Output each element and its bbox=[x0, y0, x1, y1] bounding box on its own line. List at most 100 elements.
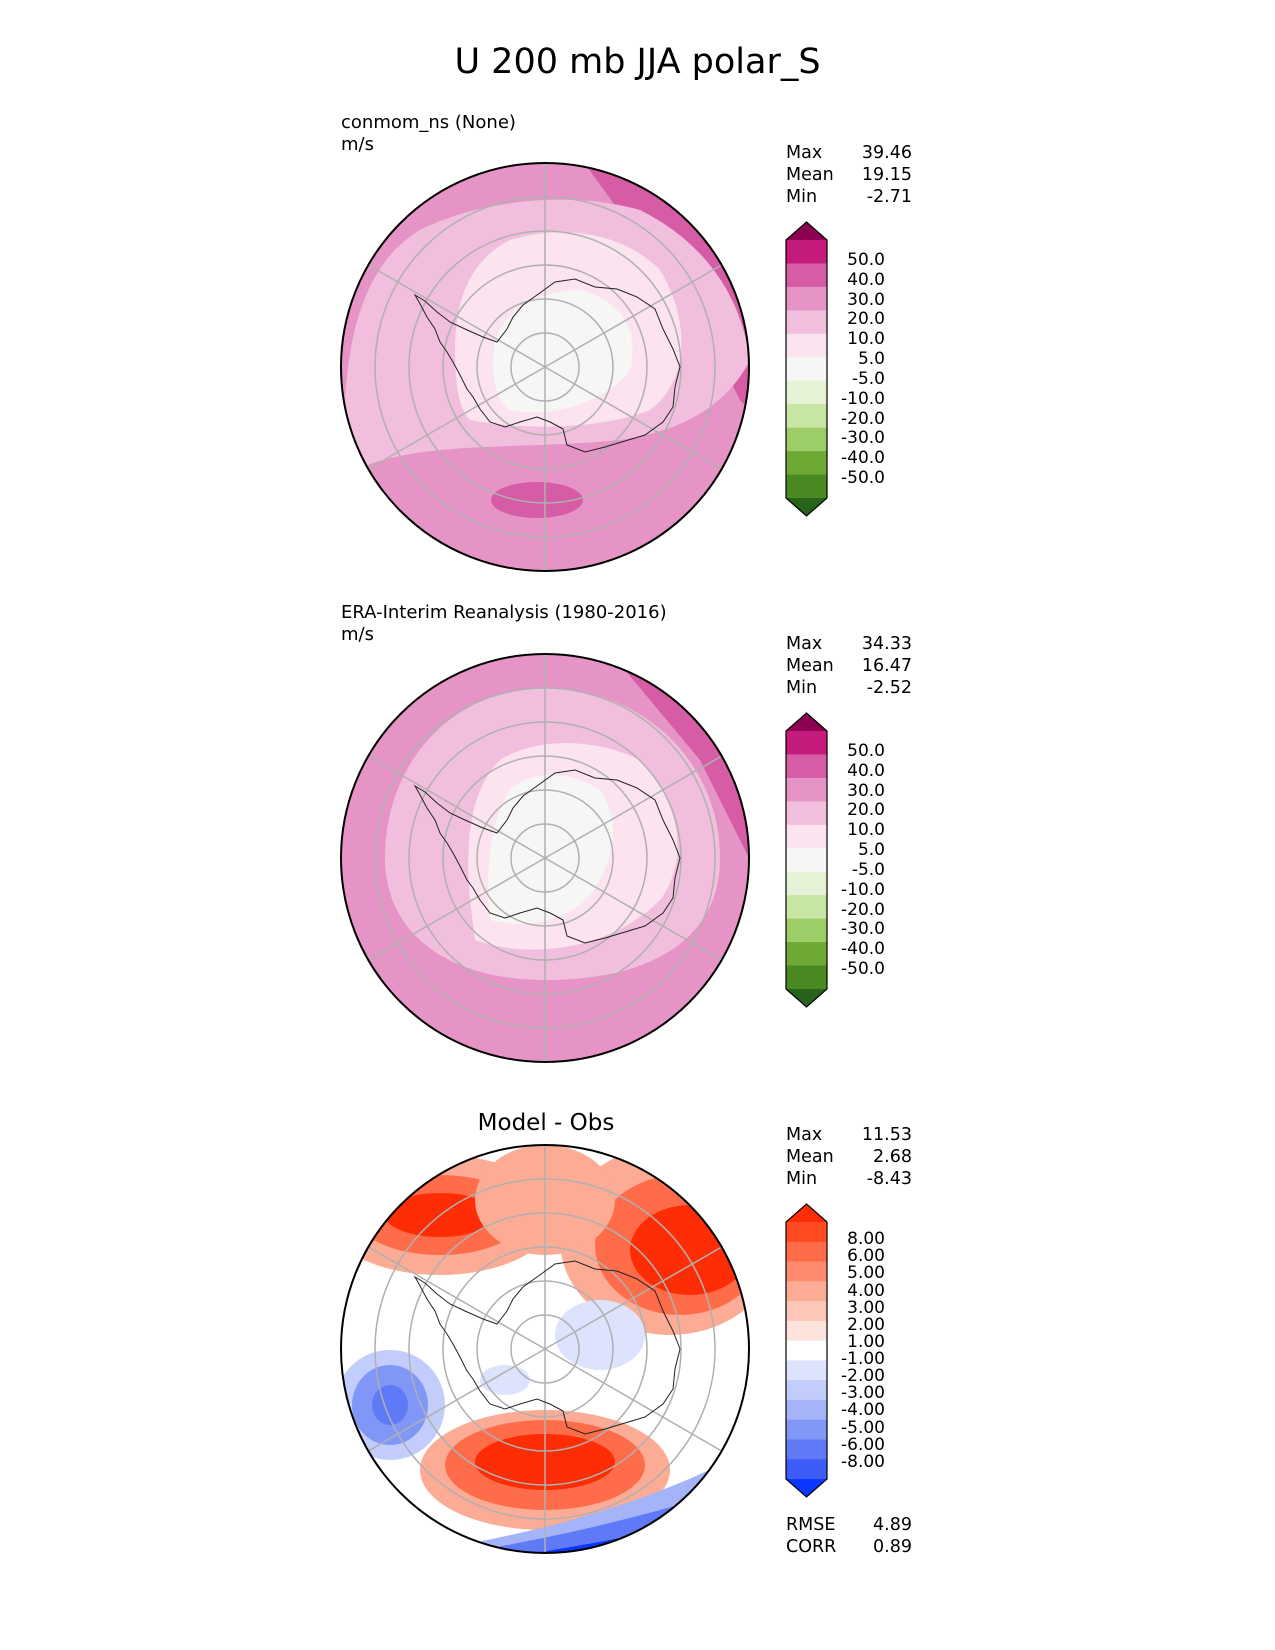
panel1-meridian-line bbox=[367, 264, 546, 368]
panel2-colorbar-segment bbox=[786, 754, 827, 779]
panel1-min-value: -2.71 bbox=[866, 187, 912, 207]
panel2-colorbar-segment bbox=[786, 871, 827, 896]
panel3-colorbar-tick-label: 2.00 bbox=[847, 1314, 885, 1335]
panel2-gridlines bbox=[367, 654, 723, 1062]
panel1-meridian-line bbox=[367, 366, 546, 470]
panel1-colorbar-tick-label: -30.0 bbox=[841, 428, 885, 449]
corr-value: 0.89 bbox=[873, 1537, 912, 1557]
panel1-max-label: Max bbox=[786, 143, 823, 163]
panel2-colorbar-tick-label: 30.0 bbox=[847, 780, 885, 801]
panel2-colorbar-segment bbox=[786, 895, 827, 920]
panel2-colorbar-tick-label: -5.0 bbox=[851, 859, 885, 880]
panel3-colorbar-tick-label: -8.00 bbox=[841, 1451, 885, 1472]
panel3-error-stats: RMSE 4.89 CORR 0.89 bbox=[786, 1514, 912, 1558]
panel3-colorbar-extension-bottom bbox=[786, 1479, 827, 1497]
panel2-mean-value: 16.47 bbox=[861, 656, 912, 676]
panel3-max-value: 11.53 bbox=[861, 1125, 912, 1145]
panel2-mean-label: Mean bbox=[786, 656, 834, 676]
panel3-meridian-line bbox=[367, 1348, 546, 1452]
panel2-antarctica-coastline bbox=[413, 769, 681, 944]
panel2-colorbar-tick-label: 5.0 bbox=[857, 840, 885, 861]
panel2-colorbar-segment bbox=[786, 801, 827, 826]
panel3-colorbar-tick-label: -4.00 bbox=[841, 1400, 885, 1421]
panel3-colorbar-tick-label: -2.00 bbox=[841, 1366, 885, 1387]
panel1-colorbar-tick-label: 10.0 bbox=[847, 329, 885, 350]
panel3-min-value: -8.43 bbox=[866, 1169, 912, 1189]
panel1-colorbar-tick-label: 30.0 bbox=[847, 289, 885, 310]
panel2-units: m/s bbox=[341, 624, 374, 645]
panel1-coastline-path bbox=[413, 278, 681, 453]
panel3-colorbar-tick-label: -3.00 bbox=[841, 1383, 885, 1404]
panel3-colorbar-segment bbox=[786, 1301, 827, 1322]
panel1-colorbar-segment bbox=[786, 474, 827, 499]
panel1-colorbar-tick-label: -50.0 bbox=[841, 468, 885, 489]
panel3-meridian-line bbox=[544, 1348, 723, 1452]
panel3-colorbar-tick-label: 6.00 bbox=[847, 1246, 885, 1267]
panel1-fill-maximum bbox=[491, 482, 583, 518]
panel1-colorbar-tick-label: 50.0 bbox=[847, 249, 885, 270]
panel1-colorbar-segment bbox=[786, 333, 827, 358]
rmse-label: RMSE bbox=[786, 1515, 836, 1535]
panel2-colorbar-tick-label: 50.0 bbox=[847, 740, 885, 761]
panel3-colorbar-tick-label: 4.00 bbox=[847, 1280, 885, 1301]
panel2-colorbar-tick-label: -10.0 bbox=[841, 879, 885, 900]
panel3-colorbar-tick-label: -1.00 bbox=[841, 1349, 885, 1370]
panel3-mean-value: 2.68 bbox=[873, 1147, 912, 1167]
panel3-min-label: Min bbox=[786, 1169, 818, 1189]
panel3-colorbar-segment bbox=[786, 1320, 827, 1342]
panel3-max-label: Max bbox=[786, 1125, 823, 1145]
panel3-colorbar-segment bbox=[786, 1360, 827, 1381]
panel3-colorbar-segment bbox=[786, 1340, 827, 1361]
panel2-colorbar-tick-label: 10.0 bbox=[847, 820, 885, 841]
panel2-colorbar-segment bbox=[786, 965, 827, 990]
panel3-meridian-line bbox=[367, 1246, 546, 1350]
panel1-colorbar-segment bbox=[786, 286, 827, 311]
panel1-colorbar-tick-label: 20.0 bbox=[847, 309, 885, 330]
panel2-title: ERA-Interim Reanalysis (1980-2016) bbox=[341, 602, 667, 623]
panel1-colorbar-segment bbox=[786, 240, 827, 264]
panel3-colorbar-tick-label: 1.00 bbox=[847, 1331, 885, 1352]
panel3-colorbar-segment bbox=[786, 1459, 827, 1480]
panel2-stats: Max 34.33 Mean 16.47 Min -2.52 bbox=[786, 633, 912, 699]
panel2-colorbar-segment bbox=[786, 777, 827, 802]
panel2-max-value: 34.33 bbox=[861, 634, 912, 654]
panel1-colorbar-tick-label: -20.0 bbox=[841, 408, 885, 429]
panel3-title: Model - Obs bbox=[477, 1110, 615, 1136]
panel3-colorbar-tick-label: 3.00 bbox=[847, 1297, 885, 1318]
panel1-colorbar-segment bbox=[786, 404, 827, 429]
panel2-colorbar-tick-label: -40.0 bbox=[841, 939, 885, 960]
panel1-colorbar-tick-label: -5.0 bbox=[851, 368, 885, 389]
panel1-colorbar-segment bbox=[786, 263, 827, 288]
panel3-stats: Max 11.53 Mean 2.68 Min -8.43 bbox=[786, 1124, 912, 1190]
panel3-colorbar-tick-label: -6.00 bbox=[841, 1434, 885, 1455]
panel1-units: m/s bbox=[341, 134, 374, 155]
panel1-colorbar-segment bbox=[786, 357, 827, 382]
panel2-coastline-path bbox=[413, 769, 681, 944]
panel2-colorbar-segment bbox=[786, 918, 827, 943]
panel1-fill-core bbox=[493, 290, 633, 413]
panel2-colorbar bbox=[785, 712, 828, 1008]
panel3-colorbar-segment bbox=[786, 1241, 827, 1263]
rmse-value: 4.89 bbox=[873, 1515, 912, 1535]
panel2-colorbar-segment bbox=[786, 824, 827, 849]
panel2-colorbar-tick-label: -20.0 bbox=[841, 899, 885, 920]
panel3-colorbar-segment bbox=[786, 1439, 827, 1460]
panel2-fill-core bbox=[488, 775, 614, 924]
panel3-colorbar-segment bbox=[786, 1399, 827, 1421]
panel1-meridian-line bbox=[544, 264, 723, 368]
panel1-mean-label: Mean bbox=[786, 165, 834, 185]
panel3-colorbar-segment bbox=[786, 1261, 827, 1282]
panel3-colorbar-segment bbox=[786, 1419, 827, 1440]
panel2-colorbar-tick-label: -30.0 bbox=[841, 919, 885, 940]
panel2-colorbar-tick-label: 20.0 bbox=[847, 800, 885, 821]
panel1-colorbar-tick-label: -10.0 bbox=[841, 388, 885, 409]
panel1-colorbar-tick-label: 40.0 bbox=[847, 269, 885, 290]
panel2-max-label: Max bbox=[786, 634, 823, 654]
panel1-colorbar-segment bbox=[786, 310, 827, 335]
panel1-antarctica-coastline bbox=[413, 278, 681, 453]
panel2-meridian-line bbox=[544, 857, 723, 961]
panel3-coastline-path bbox=[413, 1260, 681, 1435]
panel3-colorbar-segment bbox=[786, 1281, 827, 1302]
panel3-colorbar-tick-label: 5.00 bbox=[847, 1263, 885, 1284]
